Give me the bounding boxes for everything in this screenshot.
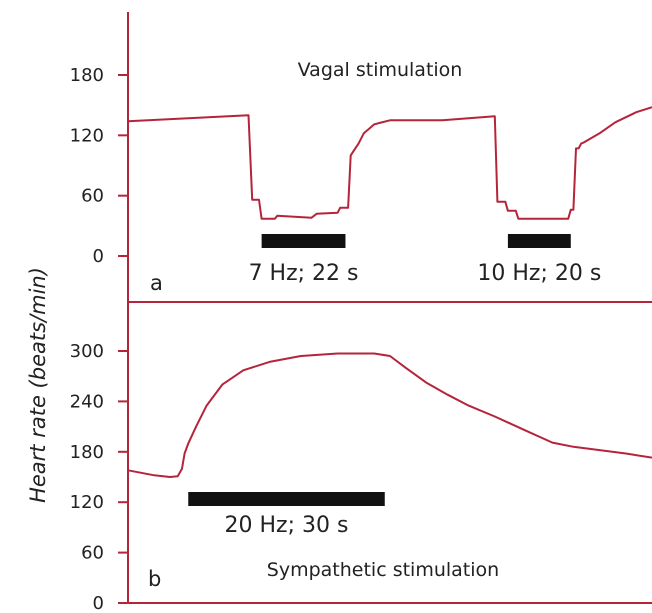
panel-a-heart-rate-trace (127, 106, 652, 220)
panel-b-letter: b (148, 567, 161, 591)
panel-a-ytick-label-180: 180 (70, 65, 104, 86)
panel-b-ytick-label-0: 0 (93, 593, 104, 613)
panel-b-ytick-label-300: 300 (70, 341, 104, 362)
panel-b-stimulus-bar-1 (188, 492, 385, 506)
text-layer: Heart rate (beats/min) 0 60 120 180 a Vagal s… (26, 59, 601, 613)
panel-b-ytick-label-60: 60 (81, 543, 104, 564)
y-axis-label: Heart rate (beats/min) (26, 267, 50, 503)
stimulus-bars-layer (188, 234, 571, 506)
panel-b-title: Sympathetic stimulation (267, 559, 499, 581)
panel-a-letter: a (150, 271, 163, 295)
panel-a-stimulus-label-1: 7 Hz; 22 s (249, 261, 359, 286)
panel-b-heart-rate-trace (127, 352, 652, 478)
panel-b-ytick-label-240: 240 (70, 391, 104, 412)
panel-b-ytick-label-120: 120 (70, 492, 104, 513)
panel-b-stimulus-label-1: 20 Hz; 30 s (225, 513, 349, 538)
panel-a-ytick-label-0: 0 (93, 246, 104, 267)
panel-b-ytick-label-180: 180 (70, 442, 104, 463)
panel-a-stimulus-bar-2 (507, 234, 571, 248)
panel-a-stimulus-bar-1 (261, 234, 346, 248)
panel-a-ytick-label-120: 120 (70, 125, 104, 146)
traces-layer (127, 106, 652, 478)
panel-a-ytick-label-60: 60 (81, 186, 104, 207)
panel-a-title: Vagal stimulation (298, 59, 463, 81)
axes-layer (118, 12, 652, 604)
panel-a-stimulus-label-2: 10 Hz; 20 s (477, 261, 601, 286)
